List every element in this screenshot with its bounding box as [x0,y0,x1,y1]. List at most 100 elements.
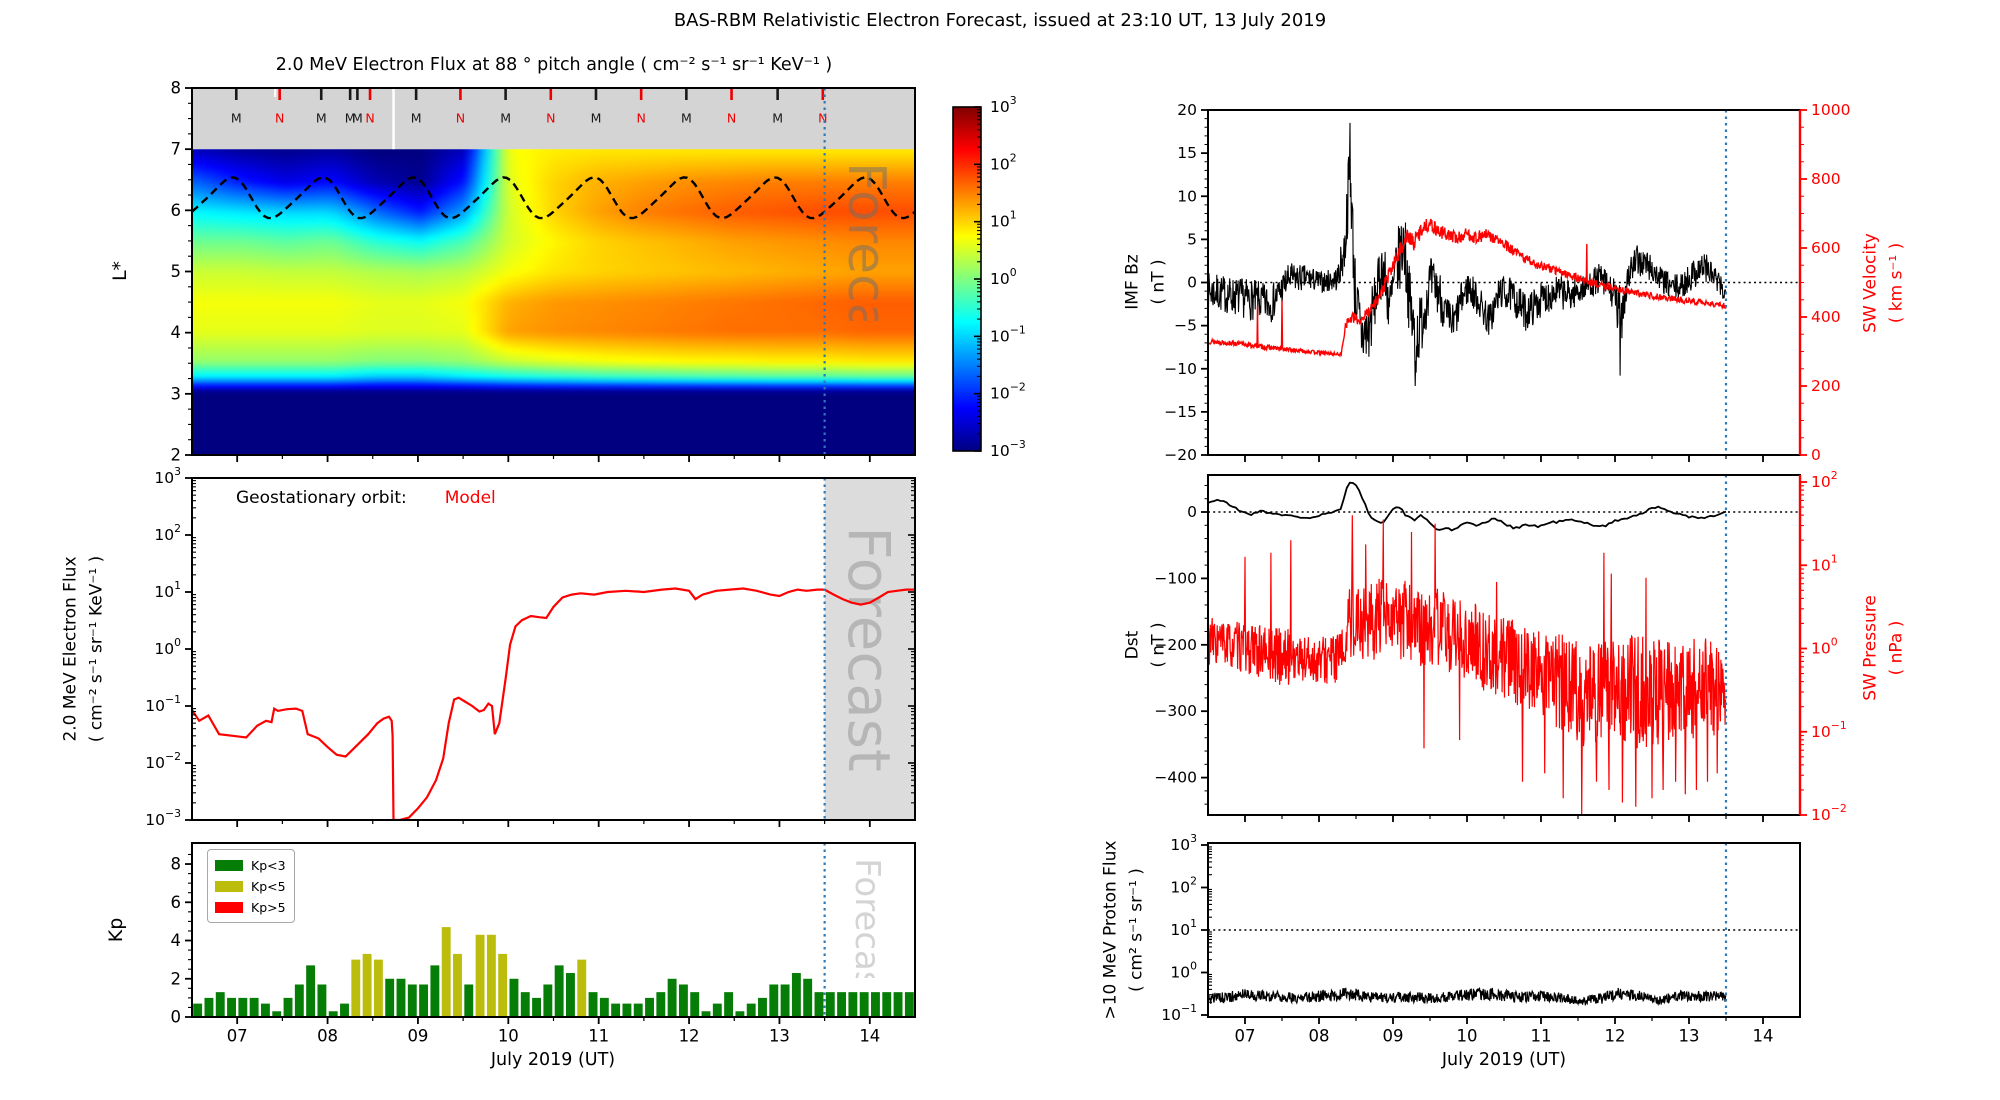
sw-pressure-ylabel-line2: ( nPa ) [1886,620,1906,676]
svg-text:11: 11 [588,1027,609,1046]
svg-text:102: 102 [990,151,1017,174]
svg-text:100: 100 [1811,635,1838,658]
model-legend-label: Model [444,488,496,508]
svg-text:08: 08 [1309,1027,1330,1046]
svg-text:15: 15 [1177,144,1197,162]
svg-text:10: 10 [1177,187,1197,205]
sw-velocity-ylabel: SW Velocity ( km s⁻¹ ) [1859,233,1910,333]
svg-text:0: 0 [1187,274,1197,292]
svg-text:N: N [275,111,284,126]
svg-text:M: M [500,111,511,126]
svg-text:12: 12 [1605,1027,1626,1046]
svg-text:−400: −400 [1154,769,1197,787]
kp-mid-label: Kp<5 [251,879,286,894]
imf-bz-ylabel-line2: ( nT ) [1148,259,1168,305]
svg-text:N: N [456,111,465,126]
kp-low-swatch [215,860,243,871]
svg-text:−15: −15 [1164,403,1197,421]
svg-text:800: 800 [1811,170,1841,188]
svg-text:11: 11 [1531,1027,1552,1046]
svg-text:4: 4 [171,931,182,950]
svg-text:100: 100 [154,636,181,659]
figure-title: BAS-RBM Relativistic Electron Forecast, … [673,10,1327,31]
geo-flux-ylabel-line2: ( cm⁻² s⁻¹ sr⁻¹ KeV⁻¹ ) [86,555,106,743]
svg-text:102: 102 [1170,874,1197,897]
geo-orbit-annotation-text: Geostationary orbit: [236,488,407,508]
svg-text:M: M [316,111,327,126]
dst-ylabel-line2: ( nT ) [1148,622,1168,668]
sw-pressure-ylabel-line1: SW Pressure [1860,595,1881,701]
svg-text:10−1: 10−1 [1811,718,1847,741]
svg-text:13: 13 [1679,1027,1700,1046]
svg-text:M: M [681,111,692,126]
svg-text:N: N [365,111,374,126]
svg-text:8: 8 [171,855,182,874]
heatmap-ylabel: L* [108,260,131,282]
sw-pressure-ylabel: SW Pressure ( nPa ) [1859,595,1910,701]
svg-text:102: 102 [154,522,181,545]
sw-velocity-ylabel-line1: SW Velocity [1860,233,1881,333]
kp-mid-swatch [215,881,243,892]
svg-text:07: 07 [227,1027,248,1046]
kp-high-swatch [215,902,243,913]
kp-low-label: Kp<3 [251,858,286,873]
svg-text:N: N [727,111,736,126]
kp-legend-row-low: Kp<3 [215,855,286,876]
svg-text:−5: −5 [1174,317,1197,335]
svg-text:M: M [591,111,602,126]
svg-text:103: 103 [1170,832,1197,855]
geo-orbit-annotation: Geostationary orbit: Model [236,488,496,508]
svg-text:10−2: 10−2 [990,380,1026,403]
svg-text:2: 2 [171,969,182,988]
svg-text:12: 12 [679,1027,700,1046]
imf-bz-ylabel: IMF Bz ( nT ) [1121,254,1172,309]
geo-flux-ylabel: 2.0 MeV Electron Flux ( cm⁻² s⁻¹ sr⁻¹ Ke… [59,556,110,742]
svg-text:N: N [636,111,645,126]
svg-text:100: 100 [1170,959,1197,982]
kp-high-label: Kp>5 [251,900,286,915]
kp-ylabel: Kp [104,917,127,943]
svg-text:−300: −300 [1154,702,1197,720]
svg-text:14: 14 [1753,1027,1774,1046]
svg-text:20: 20 [1177,101,1197,119]
svg-text:M: M [352,111,363,126]
svg-text:10: 10 [1457,1027,1478,1046]
svg-text:Forecast: Forecast [835,526,903,771]
svg-text:10−1: 10−1 [145,693,181,716]
svg-text:101: 101 [154,579,181,602]
svg-text:14: 14 [859,1027,880,1046]
proton-flux-ylabel-line1: >10 MeV Proton Flux [1100,840,1121,1020]
svg-text:0: 0 [171,1008,182,1027]
svg-text:100: 100 [990,266,1017,289]
svg-text:2: 2 [171,446,182,465]
svg-text:M: M [231,111,242,126]
svg-text:Forecast: Forecast [847,858,887,1002]
svg-text:−200: −200 [1154,636,1197,654]
svg-text:10−1: 10−1 [990,323,1026,346]
svg-text:4: 4 [171,323,182,342]
svg-text:M: M [772,111,783,126]
xlabel-right: July 2019 (UT) [1441,1050,1567,1070]
svg-text:400: 400 [1811,308,1841,326]
svg-text:10−2: 10−2 [1811,802,1847,825]
svg-text:N: N [546,111,555,126]
proton-flux-ylabel-line2: ( cm² s⁻¹ sr⁻¹ ) [1126,868,1146,992]
svg-text:6: 6 [171,893,182,912]
svg-text:09: 09 [407,1027,428,1046]
svg-text:−20: −20 [1164,446,1197,464]
svg-text:−10: −10 [1164,360,1197,378]
heatmap-title: 2.0 MeV Electron Flux at 88 ° pitch angl… [275,55,833,75]
svg-text:200: 200 [1811,377,1841,395]
svg-text:10−3: 10−3 [990,438,1026,461]
svg-text:M: M [411,111,422,126]
svg-text:13: 13 [769,1027,790,1046]
kp-legend-row-mid: Kp<5 [215,876,286,897]
svg-text:3: 3 [171,384,182,403]
svg-text:09: 09 [1383,1027,1404,1046]
svg-text:6: 6 [171,201,182,220]
svg-text:10−1: 10−1 [1161,1002,1197,1025]
xlabel-left: July 2019 (UT) [490,1050,616,1070]
svg-text:101: 101 [990,208,1017,231]
